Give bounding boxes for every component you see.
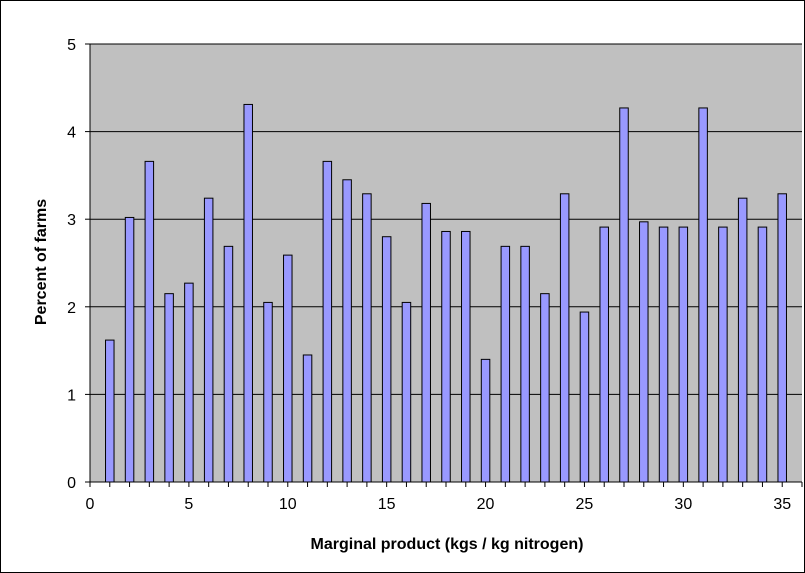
y-tick-label: 1 — [67, 387, 76, 404]
bar — [184, 282, 194, 483]
y-axis-title: Percent of farms — [33, 199, 50, 325]
bar — [737, 197, 748, 483]
y-tick-label: 0 — [67, 475, 76, 492]
bar — [579, 311, 590, 483]
bar — [757, 226, 768, 483]
bar — [302, 354, 313, 483]
y-axis-tick-labels: 0 1 2 3 4 5 — [67, 37, 90, 492]
bar — [718, 226, 728, 483]
bar — [777, 193, 787, 483]
y-tick-label: 5 — [67, 37, 76, 54]
bar — [243, 103, 253, 483]
bar — [322, 160, 333, 483]
x-axis-title: Marginal product (kgs / kg nitrogen) — [311, 536, 584, 553]
bar — [678, 226, 689, 483]
y-tick-label: 4 — [67, 125, 76, 142]
bar — [619, 107, 629, 483]
bar — [480, 358, 491, 483]
bar — [342, 179, 352, 483]
x-tick-label: 35 — [773, 496, 791, 513]
x-tick-label: 15 — [378, 496, 396, 513]
x-axis-tick-labels: 0 5 10 15 20 25 30 35 — [86, 482, 803, 513]
bar — [203, 197, 214, 483]
bar — [283, 254, 293, 483]
x-tick-label: 25 — [576, 496, 594, 513]
bar — [520, 245, 530, 483]
y-tick-label: 2 — [67, 300, 76, 317]
bar — [500, 245, 511, 483]
x-tick-label: 0 — [86, 496, 95, 513]
bar — [461, 230, 471, 483]
y-tick-label: 3 — [67, 212, 76, 229]
x-tick-label: 20 — [477, 496, 495, 513]
bar — [144, 160, 155, 483]
bar — [401, 301, 412, 483]
bar — [223, 245, 234, 483]
bar — [381, 236, 392, 483]
x-tick-label: 5 — [184, 496, 193, 513]
bar — [362, 193, 372, 483]
x-tick-label: 30 — [674, 496, 692, 513]
x-tick-label: 10 — [279, 496, 297, 513]
bar — [559, 193, 570, 483]
bar — [698, 107, 708, 483]
bar — [421, 202, 431, 483]
bar — [540, 293, 550, 483]
plot-area — [89, 43, 802, 483]
bar — [263, 301, 273, 483]
bar — [105, 339, 115, 483]
bar — [599, 226, 609, 483]
bar — [639, 221, 649, 483]
bar — [441, 230, 451, 483]
bar — [658, 226, 669, 483]
bar — [124, 216, 135, 483]
bar — [164, 293, 174, 483]
